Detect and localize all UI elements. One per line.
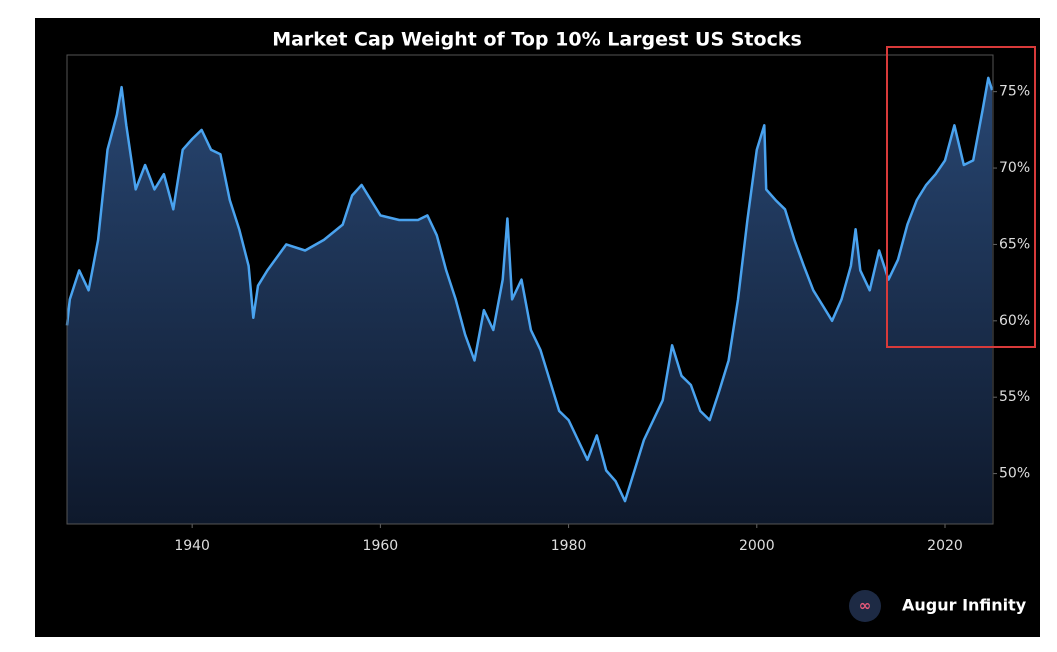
x-tick-label: 2000 [739,538,775,554]
y-tick-label: 70% [999,160,1030,176]
y-tick-label: 75% [999,84,1030,100]
y-tick-label: 60% [999,313,1030,329]
brand-icon: ∞ [859,597,872,615]
x-tick-label: 1940 [174,538,210,554]
y-tick-label: 65% [999,236,1030,252]
plot-frame [66,54,994,525]
x-tick-label: 1980 [551,538,587,554]
x-tick-label: 2020 [927,538,963,554]
highlight-box [886,46,1036,348]
area [67,77,993,525]
y-tick-label: 50% [999,466,1030,482]
brand-name: Augur Infinity [902,596,1027,615]
brand-logo [849,590,881,622]
chart-title: Market Cap Weight of Top 10% Largest US … [272,29,802,51]
y-tick-label: 55% [999,389,1030,405]
x-tick-label: 1960 [363,538,399,554]
line [65,76,994,503]
